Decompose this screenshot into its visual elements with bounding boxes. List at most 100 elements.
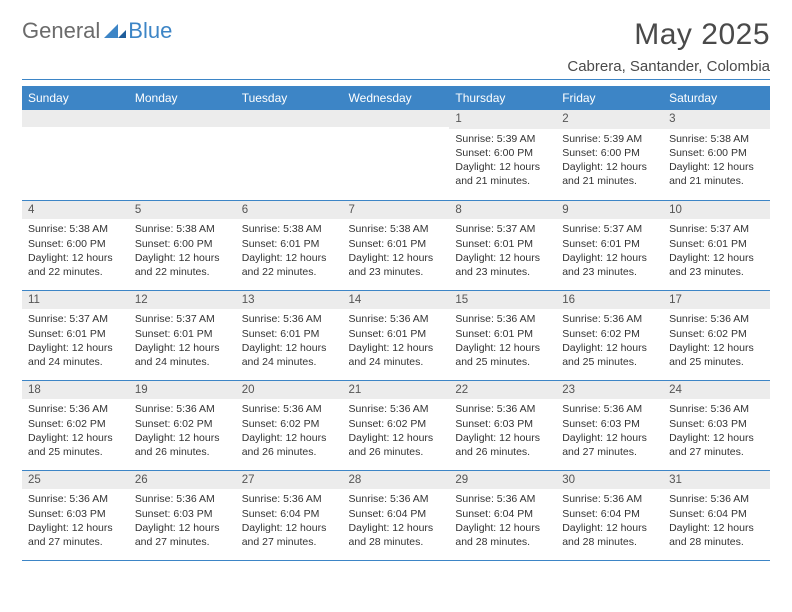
day-details: Sunrise: 5:36 AMSunset: 6:03 PMDaylight:… <box>22 489 129 555</box>
brand-logo-icon <box>104 20 126 43</box>
header-row: General Blue May 2025 Cabrera, Santander… <box>22 18 770 75</box>
day-number: 19 <box>129 381 236 400</box>
day-details: Sunrise: 5:36 AMSunset: 6:03 PMDaylight:… <box>663 399 770 465</box>
daylight-text: Daylight: 12 hours and 21 minutes. <box>455 160 550 188</box>
day-number: 23 <box>556 381 663 400</box>
sunrise-text: Sunrise: 5:36 AM <box>28 492 123 506</box>
day-details: Sunrise: 5:36 AMSunset: 6:04 PMDaylight:… <box>663 489 770 555</box>
day-header: Sunday <box>22 86 129 110</box>
daylight-text: Daylight: 12 hours and 24 minutes. <box>28 341 123 369</box>
day-details: Sunrise: 5:38 AMSunset: 6:00 PMDaylight:… <box>22 219 129 285</box>
day-number: 30 <box>556 471 663 490</box>
day-details: Sunrise: 5:37 AMSunset: 6:01 PMDaylight:… <box>449 219 556 285</box>
day-number: 14 <box>343 291 450 310</box>
sunset-text: Sunset: 6:02 PM <box>135 417 230 431</box>
calendar-cell: 2Sunrise: 5:39 AMSunset: 6:00 PMDaylight… <box>556 110 663 200</box>
sunrise-text: Sunrise: 5:38 AM <box>135 222 230 236</box>
daylight-text: Daylight: 12 hours and 27 minutes. <box>135 521 230 549</box>
calendar-cell: 3Sunrise: 5:38 AMSunset: 6:00 PMDaylight… <box>663 110 770 200</box>
sunset-text: Sunset: 6:04 PM <box>349 507 444 521</box>
day-details: Sunrise: 5:36 AMSunset: 6:02 PMDaylight:… <box>556 309 663 375</box>
day-number: 7 <box>343 201 450 220</box>
day-details: Sunrise: 5:39 AMSunset: 6:00 PMDaylight:… <box>556 129 663 195</box>
sunset-text: Sunset: 6:01 PM <box>349 237 444 251</box>
day-number <box>22 110 129 127</box>
calendar-week-row: 18Sunrise: 5:36 AMSunset: 6:02 PMDayligh… <box>22 380 770 470</box>
daylight-text: Daylight: 12 hours and 28 minutes. <box>669 521 764 549</box>
sunrise-text: Sunrise: 5:36 AM <box>135 492 230 506</box>
day-number: 29 <box>449 471 556 490</box>
sunset-text: Sunset: 6:01 PM <box>28 327 123 341</box>
calendar-cell: 17Sunrise: 5:36 AMSunset: 6:02 PMDayligh… <box>663 290 770 380</box>
day-details: Sunrise: 5:37 AMSunset: 6:01 PMDaylight:… <box>129 309 236 375</box>
sunrise-text: Sunrise: 5:37 AM <box>135 312 230 326</box>
day-number: 20 <box>236 381 343 400</box>
day-number: 28 <box>343 471 450 490</box>
calendar-cell: 24Sunrise: 5:36 AMSunset: 6:03 PMDayligh… <box>663 380 770 470</box>
day-number: 18 <box>22 381 129 400</box>
sunset-text: Sunset: 6:02 PM <box>242 417 337 431</box>
daylight-text: Daylight: 12 hours and 26 minutes. <box>135 431 230 459</box>
day-number <box>129 110 236 127</box>
day-details: Sunrise: 5:36 AMSunset: 6:03 PMDaylight:… <box>449 399 556 465</box>
calendar-cell: 28Sunrise: 5:36 AMSunset: 6:04 PMDayligh… <box>343 470 450 560</box>
day-details: Sunrise: 5:36 AMSunset: 6:03 PMDaylight:… <box>129 489 236 555</box>
calendar-cell: 7Sunrise: 5:38 AMSunset: 6:01 PMDaylight… <box>343 200 450 290</box>
sunset-text: Sunset: 6:00 PM <box>455 146 550 160</box>
day-details: Sunrise: 5:38 AMSunset: 6:01 PMDaylight:… <box>343 219 450 285</box>
day-number: 3 <box>663 110 770 129</box>
sunset-text: Sunset: 6:01 PM <box>242 237 337 251</box>
calendar-cell: 8Sunrise: 5:37 AMSunset: 6:01 PMDaylight… <box>449 200 556 290</box>
calendar-cell: 1Sunrise: 5:39 AMSunset: 6:00 PMDaylight… <box>449 110 556 200</box>
daylight-text: Daylight: 12 hours and 25 minutes. <box>562 341 657 369</box>
daylight-text: Daylight: 12 hours and 23 minutes. <box>349 251 444 279</box>
sunset-text: Sunset: 6:00 PM <box>135 237 230 251</box>
sunrise-text: Sunrise: 5:39 AM <box>455 132 550 146</box>
sunrise-text: Sunrise: 5:36 AM <box>242 402 337 416</box>
day-number: 12 <box>129 291 236 310</box>
sunset-text: Sunset: 6:02 PM <box>669 327 764 341</box>
sunset-text: Sunset: 6:03 PM <box>669 417 764 431</box>
daylight-text: Daylight: 12 hours and 23 minutes. <box>562 251 657 279</box>
sunrise-text: Sunrise: 5:36 AM <box>562 492 657 506</box>
sunrise-text: Sunrise: 5:36 AM <box>455 402 550 416</box>
day-number: 24 <box>663 381 770 400</box>
calendar-cell: 22Sunrise: 5:36 AMSunset: 6:03 PMDayligh… <box>449 380 556 470</box>
calendar-cell: 11Sunrise: 5:37 AMSunset: 6:01 PMDayligh… <box>22 290 129 380</box>
day-number: 5 <box>129 201 236 220</box>
day-details: Sunrise: 5:39 AMSunset: 6:00 PMDaylight:… <box>449 129 556 195</box>
sunrise-text: Sunrise: 5:36 AM <box>455 492 550 506</box>
sunset-text: Sunset: 6:00 PM <box>669 146 764 160</box>
calendar-week-row: 1Sunrise: 5:39 AMSunset: 6:00 PMDaylight… <box>22 110 770 200</box>
day-header: Monday <box>129 86 236 110</box>
sunrise-text: Sunrise: 5:38 AM <box>242 222 337 236</box>
daylight-text: Daylight: 12 hours and 26 minutes. <box>242 431 337 459</box>
calendar-cell <box>22 110 129 200</box>
sunset-text: Sunset: 6:01 PM <box>455 237 550 251</box>
daylight-text: Daylight: 12 hours and 25 minutes. <box>669 341 764 369</box>
daylight-text: Daylight: 12 hours and 24 minutes. <box>242 341 337 369</box>
sunrise-text: Sunrise: 5:37 AM <box>669 222 764 236</box>
calendar-cell: 13Sunrise: 5:36 AMSunset: 6:01 PMDayligh… <box>236 290 343 380</box>
calendar-cell: 16Sunrise: 5:36 AMSunset: 6:02 PMDayligh… <box>556 290 663 380</box>
daylight-text: Daylight: 12 hours and 27 minutes. <box>28 521 123 549</box>
sunrise-text: Sunrise: 5:36 AM <box>28 402 123 416</box>
day-details: Sunrise: 5:36 AMSunset: 6:02 PMDaylight:… <box>236 399 343 465</box>
day-header: Friday <box>556 86 663 110</box>
daylight-text: Daylight: 12 hours and 27 minutes. <box>562 431 657 459</box>
title-block: May 2025 Cabrera, Santander, Colombia <box>567 18 770 75</box>
day-number: 17 <box>663 291 770 310</box>
day-header: Wednesday <box>343 86 450 110</box>
sunrise-text: Sunrise: 5:36 AM <box>562 312 657 326</box>
calendar-cell: 12Sunrise: 5:37 AMSunset: 6:01 PMDayligh… <box>129 290 236 380</box>
sunrise-text: Sunrise: 5:36 AM <box>669 402 764 416</box>
day-number: 22 <box>449 381 556 400</box>
calendar-cell: 31Sunrise: 5:36 AMSunset: 6:04 PMDayligh… <box>663 470 770 560</box>
brand-blue: Blue <box>128 18 172 44</box>
sunset-text: Sunset: 6:04 PM <box>455 507 550 521</box>
calendar-cell: 29Sunrise: 5:36 AMSunset: 6:04 PMDayligh… <box>449 470 556 560</box>
calendar-week-row: 4Sunrise: 5:38 AMSunset: 6:00 PMDaylight… <box>22 200 770 290</box>
day-number: 2 <box>556 110 663 129</box>
day-details: Sunrise: 5:38 AMSunset: 6:00 PMDaylight:… <box>129 219 236 285</box>
sunset-text: Sunset: 6:02 PM <box>28 417 123 431</box>
